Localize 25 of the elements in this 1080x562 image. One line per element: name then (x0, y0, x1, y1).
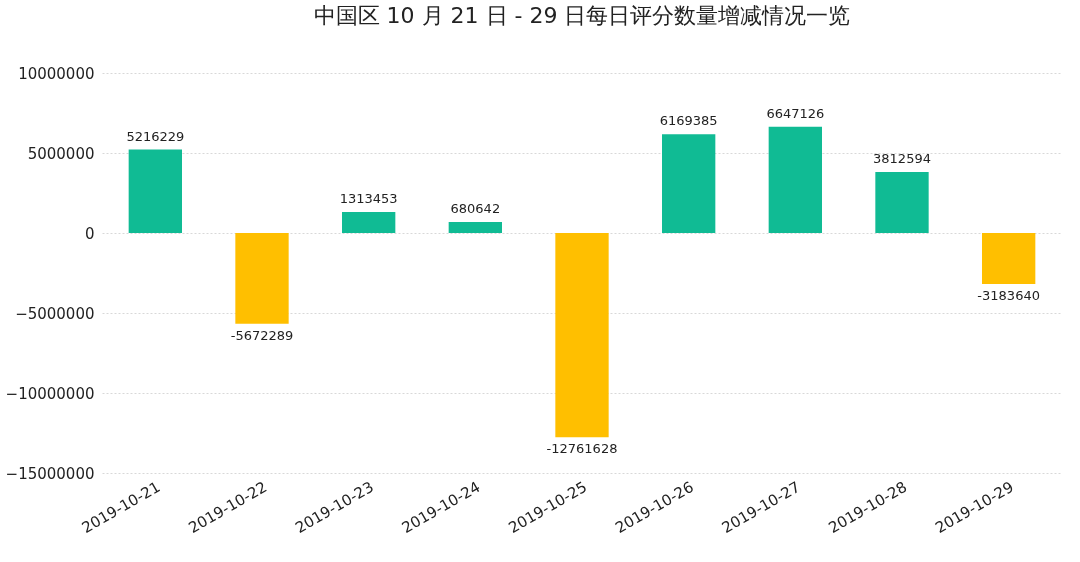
bar (448, 222, 502, 233)
data-label: 6647126 (766, 105, 825, 121)
y-tick-label: 10000000 (18, 64, 95, 83)
bar (555, 233, 609, 438)
data-label: 3812594 (873, 151, 931, 166)
bar (235, 233, 289, 324)
y-tick-label: 0 (84, 224, 95, 243)
bar (875, 172, 929, 233)
bar (982, 233, 1036, 284)
data-label: 5216229 (126, 128, 185, 144)
data-label: 680642 (450, 201, 501, 217)
data-label: 6169385 (659, 113, 718, 129)
bar (768, 126, 822, 233)
chart-title: 中国区 10 月 21 日 - 29 日每日评分数量增减情况一览 (313, 3, 851, 28)
bar (128, 149, 182, 233)
data-label: 1313453 (339, 190, 398, 206)
bar (342, 211, 396, 233)
y-tick-label: −10000000 (5, 384, 95, 403)
bar (662, 134, 716, 233)
y-tick-label: −15000000 (5, 464, 95, 483)
y-tick-label: 5000000 (27, 144, 95, 163)
data-label: -5672289 (230, 327, 294, 343)
data-label: -12761628 (546, 441, 618, 457)
y-tick-label: −5000000 (15, 304, 95, 323)
data-label: -3183640 (977, 287, 1040, 303)
